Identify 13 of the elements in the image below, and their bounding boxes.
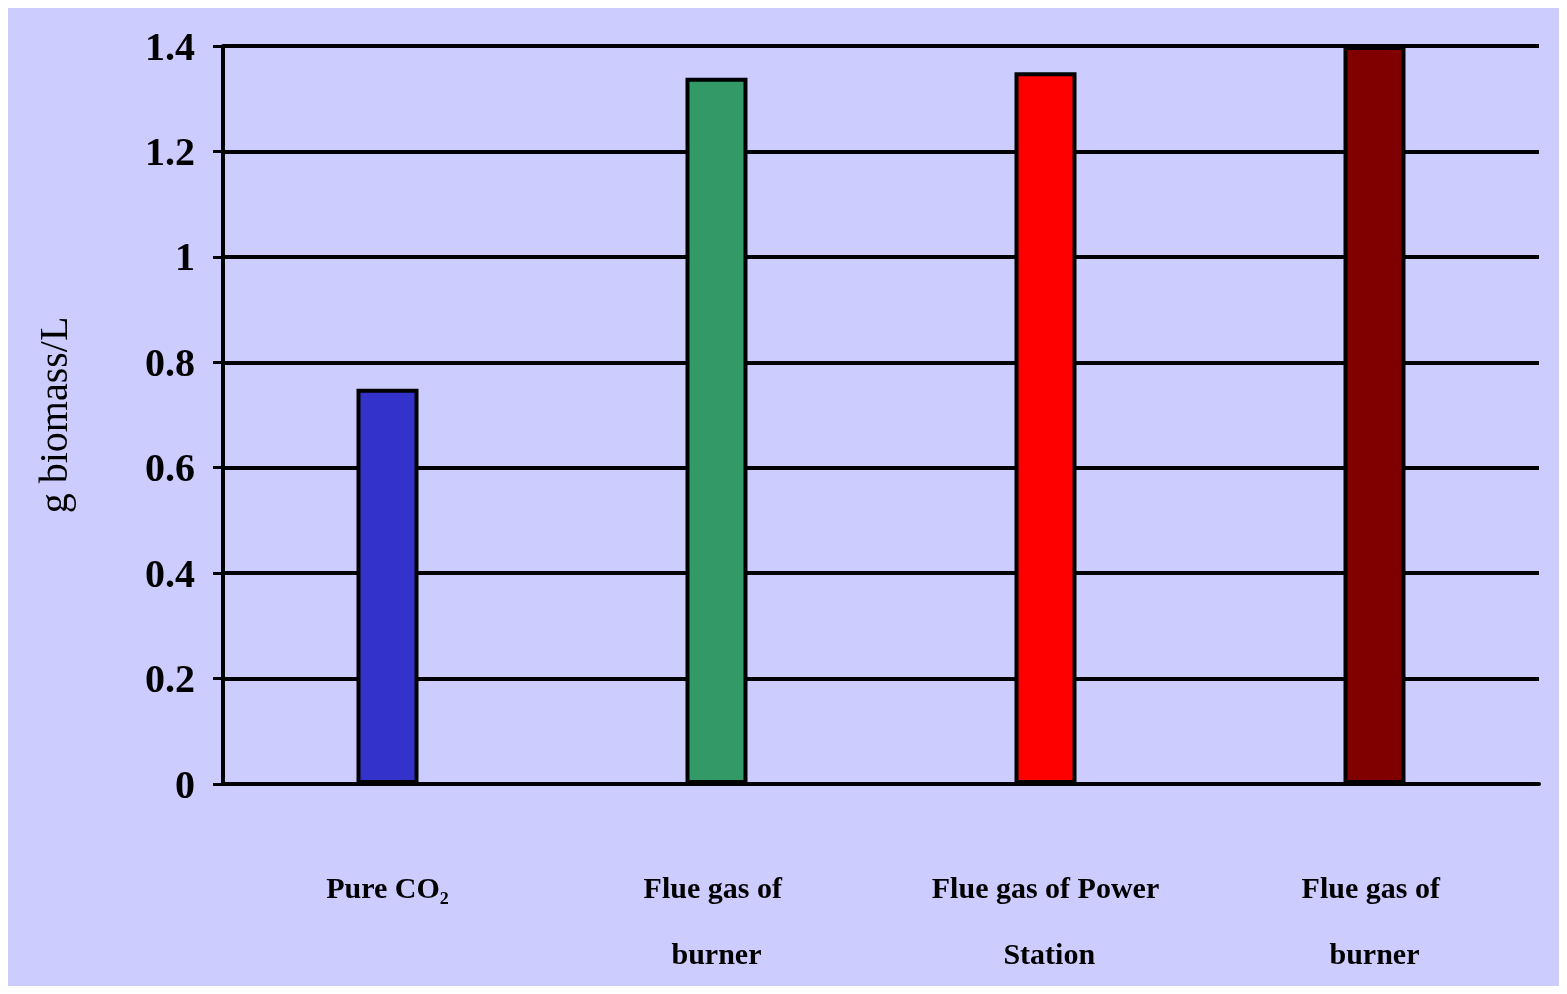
y-tick-label: 0.8 [145,339,195,385]
x-tick-label: Flue gas of burner [643,870,790,970]
x-tick-label: Pure CO₂ [326,870,449,904]
y-tick-label: 1.2 [145,128,195,174]
y-axis-title: g biomass/L [30,316,76,514]
y-tick-label: 0 [175,761,195,807]
y-tick-label: 1.4 [145,23,195,69]
y-tick-label: 1 [175,234,195,280]
y-tick-label: 0.4 [145,550,195,596]
y-tick-label: 0.2 [145,656,195,702]
x-tick-label: Flue gas of Power Station [931,870,1160,970]
y-tick-label: 0.6 [145,445,195,491]
x-tick-label: Flue gas of burner [1301,870,1448,970]
